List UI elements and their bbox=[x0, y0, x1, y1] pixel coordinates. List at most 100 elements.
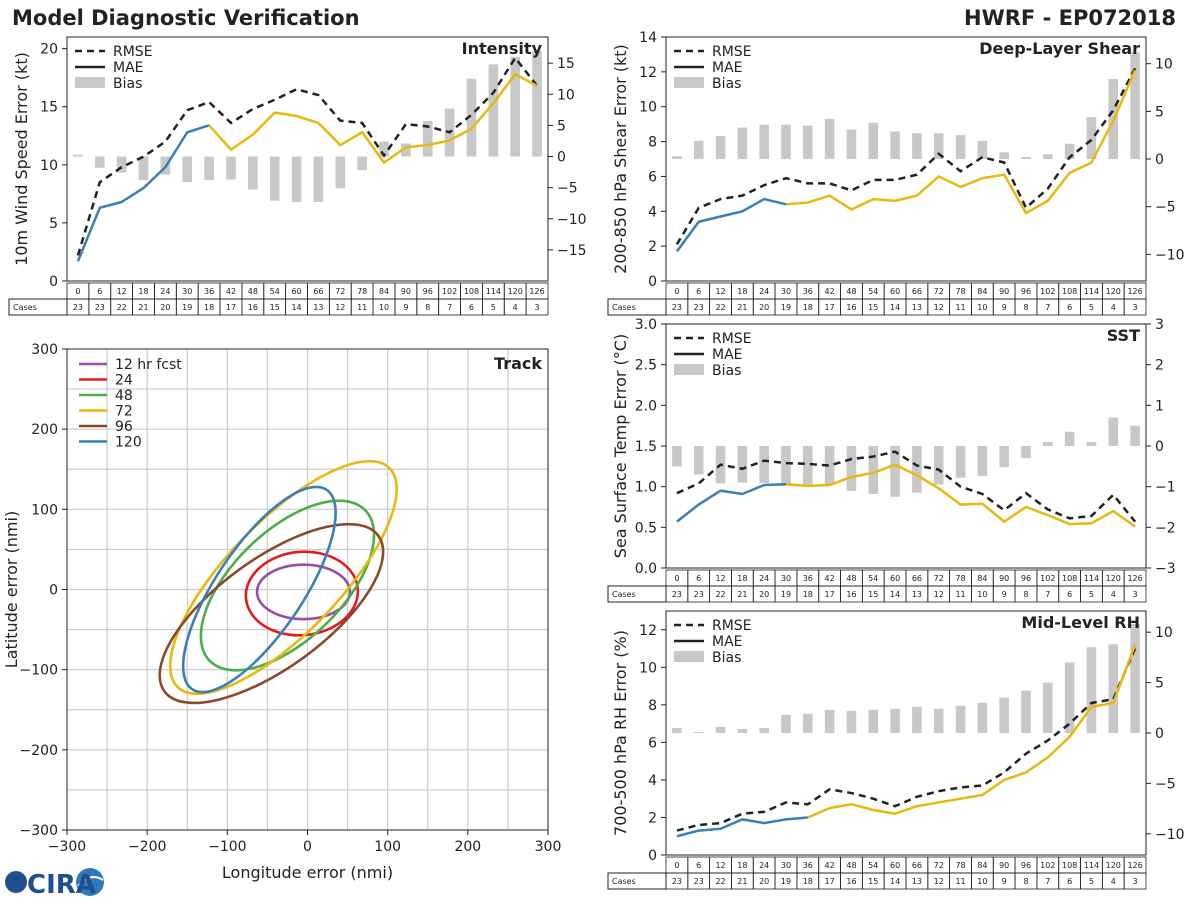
rh-table-hour: 96 bbox=[1021, 861, 1031, 870]
intensity-ytick-label: 15 bbox=[40, 100, 58, 116]
sst-table-hour: 48 bbox=[846, 574, 856, 583]
sst-ytick-label: 0.0 bbox=[635, 561, 657, 577]
shear-ytick-label: 6 bbox=[648, 169, 657, 185]
shear-bias-bar bbox=[824, 118, 835, 159]
rh-table-hour: 126 bbox=[1127, 861, 1142, 870]
intensity-table-hour: 18 bbox=[138, 287, 148, 296]
intensity-bias-bar bbox=[357, 156, 367, 171]
rh-table-hour: 102 bbox=[1040, 861, 1055, 870]
track-ellipse bbox=[168, 459, 398, 696]
intensity-y2tick-label: −5 bbox=[557, 181, 578, 197]
sst-table-hour: 102 bbox=[1040, 574, 1055, 583]
intensity-bias-bar bbox=[226, 156, 236, 180]
rh-table-count: 17 bbox=[825, 877, 835, 886]
intensity-table-hour: 24 bbox=[160, 287, 170, 296]
shear-table-count: 18 bbox=[803, 303, 813, 312]
shear-y2tick-label: 10 bbox=[1155, 57, 1173, 73]
rh-table-count: 14 bbox=[890, 877, 900, 886]
shear-y2tick-label: 5 bbox=[1155, 104, 1164, 120]
sst-table-hour: 96 bbox=[1021, 574, 1031, 583]
track-panel: −300−300 −200 −200 −100 −100 0 0 100 100 200 200 30… bbox=[2, 342, 561, 882]
sst-table-count: 12 bbox=[934, 590, 944, 599]
intensity-bias-bar bbox=[248, 156, 258, 190]
rh-mae-line-early bbox=[676, 816, 808, 838]
intensity-table-hour: 102 bbox=[442, 287, 457, 296]
sst-table-count: 5 bbox=[1089, 590, 1094, 599]
sst-table-count: 19 bbox=[781, 590, 791, 599]
intensity-bias-bar bbox=[401, 143, 411, 157]
shear-legend-mae: MAE bbox=[712, 60, 743, 76]
rh-ytick-label: 8 bbox=[648, 698, 657, 714]
intensity-table-count: 11 bbox=[357, 303, 367, 312]
shear-bias-bar bbox=[933, 133, 944, 159]
intensity-y2tick-label: 5 bbox=[557, 118, 566, 134]
rh-table-count: 21 bbox=[737, 877, 747, 886]
shear-table-count: 9 bbox=[1002, 303, 1007, 312]
track-xtick-label: −300 bbox=[48, 839, 86, 855]
sst-table-hour: 90 bbox=[999, 574, 1009, 583]
sst-bias-bar bbox=[1021, 446, 1031, 459]
rh-table-count: 23 bbox=[672, 877, 682, 886]
intensity-table-count: 3 bbox=[535, 303, 540, 312]
rh-table-hour: 78 bbox=[955, 861, 965, 870]
rh-ytick-label: 4 bbox=[648, 773, 657, 789]
rh-table-count: 11 bbox=[955, 877, 965, 886]
shear-bias-bar bbox=[1130, 52, 1140, 159]
sst-bias-bar bbox=[999, 446, 1009, 468]
shear-title: Deep-Layer Shear bbox=[979, 39, 1140, 58]
sst-mae-line-early bbox=[676, 482, 787, 523]
intensity-table-cell bbox=[525, 298, 549, 316]
intensity-table-hour: 6 bbox=[97, 287, 102, 296]
intensity-y2tick-label: 0 bbox=[557, 150, 566, 166]
intensity-y2tick-label: −10 bbox=[557, 212, 587, 228]
intensity-table-count: 9 bbox=[403, 303, 408, 312]
shear-table-hour: 6 bbox=[696, 287, 701, 296]
sst-legend-mae: MAE bbox=[712, 347, 743, 363]
rh-legend-bias-swatch bbox=[674, 651, 704, 662]
rh-ylabel: 700-500 hPa RH Error (%) bbox=[611, 630, 630, 836]
intensity-table-hour: 126 bbox=[529, 287, 544, 296]
rh-legend-mae: MAE bbox=[712, 634, 743, 650]
sst-y2tick-label: −3 bbox=[1155, 561, 1176, 577]
intensity-table-count: 19 bbox=[182, 303, 192, 312]
shear-mae-line-early bbox=[675, 197, 787, 253]
intensity-rmse-line bbox=[76, 55, 539, 256]
intensity-table-hour: 90 bbox=[401, 287, 411, 296]
rh-bias-bar bbox=[955, 705, 966, 733]
rh-table-label: Cases bbox=[612, 877, 636, 886]
shear-bias-bar bbox=[737, 127, 748, 159]
shear-ytick-label: 10 bbox=[639, 100, 657, 116]
sst-bias-bar bbox=[672, 446, 682, 467]
intensity-ytick-label: 0 bbox=[49, 274, 58, 290]
intensity-table-count: 23 bbox=[73, 303, 83, 312]
sst-table-label: Cases bbox=[612, 590, 636, 599]
rh-mae-line-late bbox=[807, 644, 1137, 819]
shear-table-hour: 24 bbox=[759, 287, 769, 296]
shear-ytick-label: 8 bbox=[648, 135, 657, 151]
track-xtick-label: 300 bbox=[535, 839, 562, 855]
shear-table-hour: 126 bbox=[1127, 287, 1142, 296]
sst-ytick-label: 2.5 bbox=[635, 358, 657, 374]
rh-table-hour: 6 bbox=[696, 861, 701, 870]
sst-y2tick-label: 1 bbox=[1155, 398, 1164, 414]
sst-ylabel: Sea Surface Temp Error (°C) bbox=[611, 334, 630, 558]
track-legend-label: 24 bbox=[115, 373, 133, 389]
rh-bias-bar bbox=[846, 710, 857, 733]
track-xtick-label: 0 bbox=[303, 839, 312, 855]
shear-ytick-label: 0 bbox=[648, 274, 657, 290]
shear-bias-bar bbox=[846, 129, 857, 159]
shear-table-hour: 60 bbox=[890, 287, 900, 296]
shear-table-count: 23 bbox=[694, 303, 704, 312]
shear-ytick-label: 14 bbox=[639, 30, 657, 46]
shear-table-hour: 66 bbox=[912, 287, 922, 296]
track-ytick-label: 300 bbox=[31, 342, 58, 358]
intensity-bias-bar bbox=[182, 156, 193, 183]
sst-y2tick-label: 2 bbox=[1155, 358, 1164, 374]
sst-table-count: 16 bbox=[846, 590, 856, 599]
intensity-bias-bar bbox=[488, 64, 499, 157]
sst-table-count: 9 bbox=[1002, 590, 1007, 599]
sst-bias-bar bbox=[955, 446, 966, 478]
shear-table-count: 4 bbox=[1111, 303, 1116, 312]
rh-ytick-label: 2 bbox=[648, 810, 657, 826]
